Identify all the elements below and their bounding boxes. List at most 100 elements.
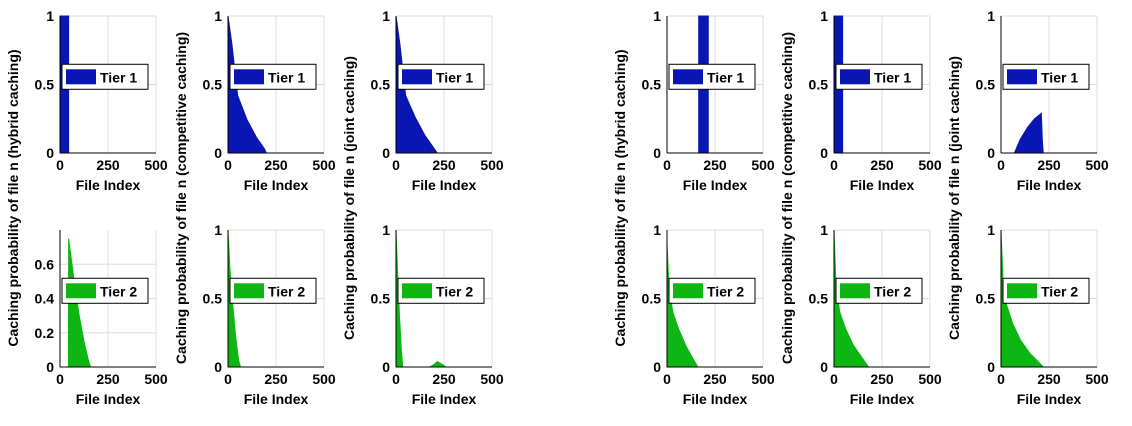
legend-label: Tier 2 <box>100 283 137 299</box>
x-tick-label: 500 <box>1085 157 1109 173</box>
y-tick-label: 0.5 <box>371 291 391 307</box>
y-tick-label: 0.2 <box>35 325 55 341</box>
legend-swatch <box>840 283 870 299</box>
y-tick-label: 0 <box>987 145 995 161</box>
legend-label: Tier 2 <box>1041 283 1078 299</box>
x-tick-label: 0 <box>56 371 64 387</box>
y-tick-label: 0 <box>46 145 54 161</box>
y-tick-label: 0 <box>987 359 995 375</box>
legend-swatch <box>673 69 703 85</box>
x-axis-label: File Index <box>1017 177 1082 193</box>
legend-swatch <box>234 69 264 85</box>
legend: Tier 1 <box>668 63 756 90</box>
legend-label: Tier 1 <box>268 69 305 85</box>
subplot-right-tier1-1: 0 250 500 0 0.5 1 File Index Tier 1 <box>642 8 775 193</box>
x-tick-label: 250 <box>432 371 456 387</box>
y-axis-label: Caching probability of file n (joint cac… <box>341 56 357 340</box>
y-tick-label: 0.5 <box>203 291 223 307</box>
legend: Tier 1 <box>229 63 317 90</box>
x-tick-label: 0 <box>997 157 1005 173</box>
y-tick-label: 0.5 <box>809 77 829 93</box>
y-tick-label: 1 <box>214 8 222 24</box>
y-tick-label: 1 <box>46 8 54 24</box>
legend-label: Tier 2 <box>874 283 911 299</box>
x-axis-label: File Index <box>850 177 915 193</box>
subplot-right-tier2-3: 0 250 500 0 0.5 1 File Index Caching probabilit… <box>946 56 1109 407</box>
legend-label: Tier 1 <box>874 69 911 85</box>
legend-swatch <box>1007 69 1037 85</box>
legend-swatch <box>66 283 96 299</box>
x-tick-label: 0 <box>392 371 400 387</box>
x-tick-label: 500 <box>918 157 942 173</box>
y-tick-label: 1 <box>382 8 390 24</box>
x-tick-label: 500 <box>751 157 775 173</box>
legend-label: Tier 1 <box>100 69 137 85</box>
y-tick-label: 1 <box>820 8 828 24</box>
x-tick-label: 0 <box>392 157 400 173</box>
y-tick-label: 1 <box>987 8 995 24</box>
y-tick-label: 0 <box>382 359 390 375</box>
legend: Tier 2 <box>835 277 923 304</box>
x-axis-label: File Index <box>683 177 748 193</box>
x-tick-label: 250 <box>1037 371 1061 387</box>
subplot-right-tier1-2: 0 250 500 0 0.5 1 File Index Tier 1 <box>809 8 942 193</box>
y-tick-label: 0.6 <box>35 256 55 272</box>
legend-label: Tier 1 <box>436 69 473 85</box>
legend-swatch <box>1007 283 1037 299</box>
legend-swatch <box>840 69 870 85</box>
legend: Tier 1 <box>61 63 149 90</box>
y-tick-label: 0 <box>820 359 828 375</box>
subplot-left-tier1-3: 0 250 500 0 0.5 1 File Index Tier 1 <box>371 8 504 193</box>
y-axis-label: Caching probability of file n (competiti… <box>779 32 795 364</box>
subplot-left-tier2-1: 0 250 500 0 0.2 0.4 0.6 File Index Caching proba… <box>5 49 168 407</box>
x-tick-label: 0 <box>830 371 838 387</box>
y-tick-label: 0 <box>214 359 222 375</box>
legend: Tier 1 <box>1002 63 1090 90</box>
y-tick-label: 0.5 <box>642 77 662 93</box>
x-tick-label: 500 <box>751 371 775 387</box>
y-axis-label: Caching probability of file n (joint cac… <box>946 56 962 340</box>
legend-label: Tier 2 <box>707 283 744 299</box>
legend: Tier 2 <box>397 277 485 304</box>
y-tick-label: 0.5 <box>35 77 55 93</box>
legend: Tier 2 <box>668 277 756 304</box>
y-tick-label: 0.4 <box>35 291 55 307</box>
subplot-left-tier2-3: 0 250 500 0 0.5 1 File Index Caching probabilit… <box>341 56 504 407</box>
x-tick-label: 250 <box>870 371 894 387</box>
y-tick-label: 0 <box>214 145 222 161</box>
y-tick-label: 1 <box>653 222 661 238</box>
x-tick-label: 250 <box>96 371 120 387</box>
legend: Tier 2 <box>1002 277 1090 304</box>
y-tick-label: 1 <box>653 8 661 24</box>
subplot-right-tier2-2: 0 250 500 0 0.5 1 File Index Caching probabilit… <box>779 32 942 407</box>
x-tick-label: 250 <box>703 371 727 387</box>
y-tick-label: 0.5 <box>976 77 996 93</box>
x-tick-label: 0 <box>663 371 671 387</box>
y-tick-label: 0 <box>820 145 828 161</box>
legend-swatch <box>673 283 703 299</box>
legend-swatch <box>402 283 432 299</box>
x-tick-label: 0 <box>224 157 232 173</box>
y-tick-label: 0.5 <box>809 291 829 307</box>
subplot-left-tier1-1: 0 250 500 0 0.5 1 File Index Tier 1 <box>35 8 168 193</box>
x-tick-label: 500 <box>312 157 336 173</box>
y-tick-label: 0 <box>653 359 661 375</box>
legend-label: Tier 2 <box>268 283 305 299</box>
subplot-right-tier2-1: 0 250 500 0 0.5 1 File Index Caching probabilit… <box>612 49 775 407</box>
y-tick-label: 1 <box>820 222 828 238</box>
x-tick-label: 250 <box>432 157 456 173</box>
x-tick-label: 500 <box>312 371 336 387</box>
y-axis-label: Caching probability of file n (hybrid ca… <box>5 49 21 346</box>
x-axis-label: File Index <box>244 391 309 407</box>
y-tick-label: 1 <box>987 222 995 238</box>
x-tick-label: 0 <box>56 157 64 173</box>
y-tick-label: 0 <box>382 145 390 161</box>
legend-swatch <box>66 69 96 85</box>
x-tick-label: 250 <box>1037 157 1061 173</box>
x-tick-label: 0 <box>830 157 838 173</box>
x-tick-label: 0 <box>663 157 671 173</box>
x-tick-label: 250 <box>703 157 727 173</box>
x-axis-label: File Index <box>412 177 477 193</box>
legend-box <box>229 277 317 304</box>
